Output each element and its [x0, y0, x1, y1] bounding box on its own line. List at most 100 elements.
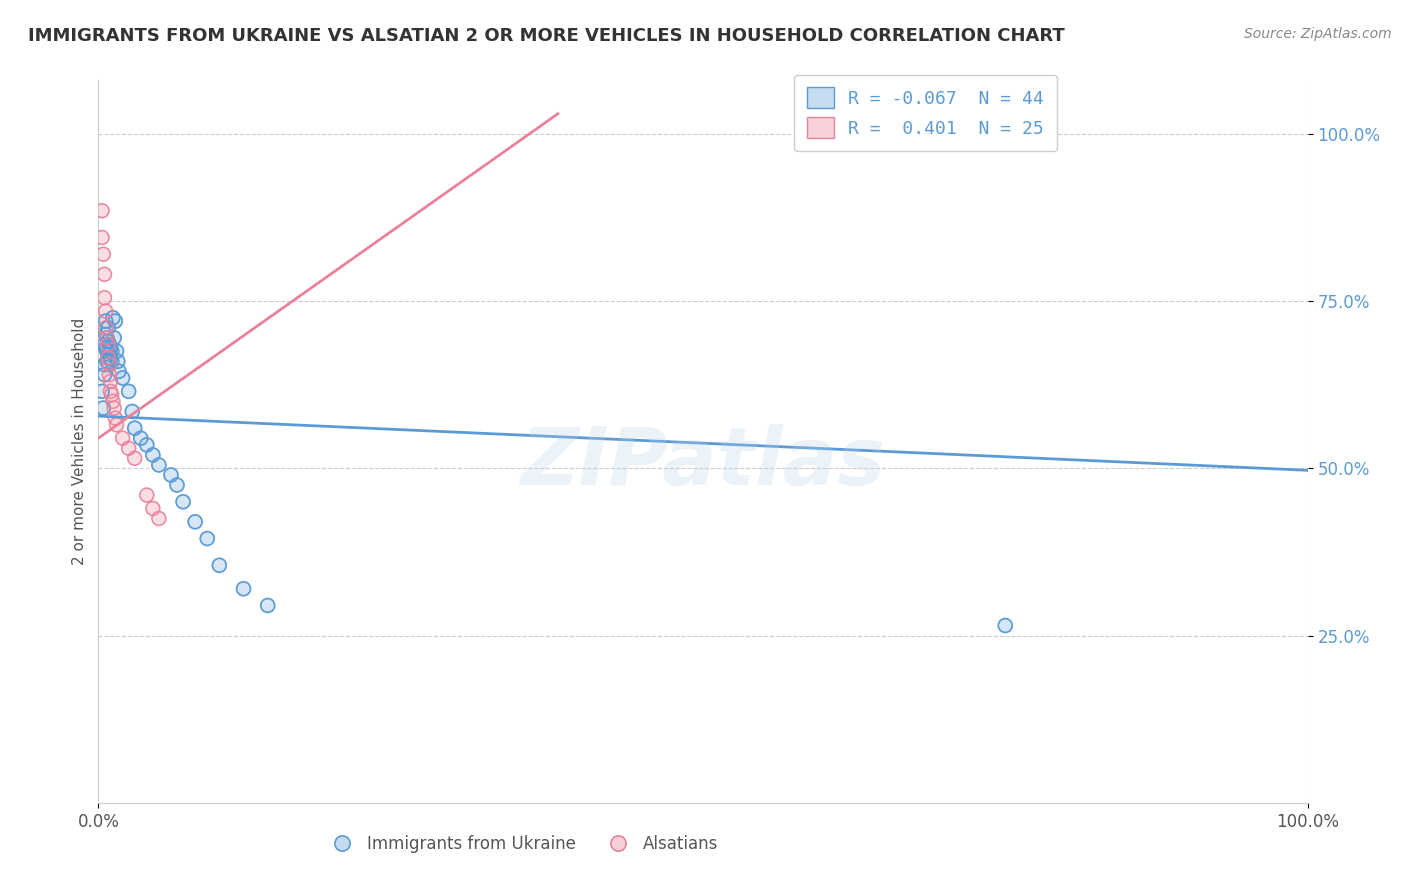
Point: [121, 404, 143, 418]
Point: [98, 348, 121, 362]
Point: [111, 431, 134, 445]
Text: IMMIGRANTS FROM UKRAINE VS ALSATIAN 2 OR MORE VEHICLES IN HOUSEHOLD CORRELATION : IMMIGRANTS FROM UKRAINE VS ALSATIAN 2 OR…: [28, 27, 1064, 45]
Point: [100, 341, 122, 355]
Point: [98, 358, 121, 372]
Point: [232, 582, 254, 596]
Point: [91, 384, 114, 399]
Point: [93, 337, 115, 351]
Point: [148, 511, 170, 525]
Point: [93, 268, 115, 282]
Point: [101, 310, 124, 325]
Point: [101, 394, 124, 409]
Point: [160, 467, 183, 482]
Point: [148, 458, 170, 472]
Point: [100, 354, 122, 368]
Point: [148, 511, 170, 525]
Point: [98, 348, 121, 362]
Point: [124, 451, 146, 466]
Point: [100, 351, 122, 365]
Point: [118, 384, 141, 399]
Point: [107, 354, 129, 368]
Y-axis label: 2 or more Vehicles in Household: 2 or more Vehicles in Household: [72, 318, 87, 566]
Point: [91, 401, 114, 416]
Point: [103, 401, 125, 416]
Point: [93, 368, 115, 382]
Point: [100, 344, 122, 359]
Point: [105, 344, 128, 359]
Point: [184, 515, 207, 529]
Point: [96, 344, 118, 359]
Point: [232, 582, 254, 596]
Point: [100, 344, 122, 359]
Point: [124, 421, 146, 435]
Point: [91, 247, 114, 261]
Point: [100, 351, 122, 365]
Point: [98, 368, 121, 382]
Point: [96, 344, 118, 359]
Point: [160, 467, 183, 482]
Point: [91, 401, 114, 416]
Point: [118, 442, 141, 455]
Point: [94, 321, 117, 335]
Point: [142, 448, 165, 462]
Point: [103, 401, 125, 416]
Point: [208, 558, 231, 573]
Point: [104, 314, 127, 328]
Point: [100, 341, 122, 355]
Point: [100, 384, 122, 399]
Point: [172, 494, 194, 508]
Point: [121, 404, 143, 418]
Point: [97, 321, 120, 335]
Point: [94, 314, 117, 328]
Point: [994, 618, 1017, 632]
Point: [94, 321, 117, 335]
Legend: Immigrants from Ukraine, Alsatians: Immigrants from Ukraine, Alsatians: [319, 828, 724, 860]
Text: Source: ZipAtlas.com: Source: ZipAtlas.com: [1244, 27, 1392, 41]
Point: [166, 478, 188, 492]
Point: [101, 310, 124, 325]
Point: [98, 337, 121, 351]
Point: [96, 354, 118, 368]
Point: [135, 438, 157, 452]
Point: [94, 341, 117, 355]
Point: [93, 337, 115, 351]
Point: [104, 411, 127, 425]
Point: [97, 337, 120, 351]
Point: [97, 351, 120, 365]
Point: [121, 404, 143, 418]
Point: [103, 331, 125, 345]
Point: [103, 331, 125, 345]
Point: [111, 371, 134, 385]
Point: [97, 351, 120, 365]
Point: [142, 501, 165, 516]
Point: [104, 314, 127, 328]
Point: [160, 467, 183, 482]
Point: [108, 364, 131, 378]
Point: [195, 532, 218, 546]
Point: [97, 321, 120, 335]
Point: [256, 599, 278, 613]
Point: [208, 558, 231, 573]
Point: [166, 478, 188, 492]
Point: [124, 421, 146, 435]
Point: [100, 384, 122, 399]
Point: [93, 358, 115, 372]
Point: [208, 558, 231, 573]
Point: [101, 394, 124, 409]
Point: [107, 354, 129, 368]
Point: [100, 354, 122, 368]
Point: [96, 331, 118, 345]
Point: [135, 438, 157, 452]
Point: [100, 387, 122, 401]
Point: [104, 314, 127, 328]
Point: [96, 344, 118, 359]
Point: [100, 354, 122, 368]
Point: [94, 304, 117, 318]
Point: [91, 203, 114, 218]
Point: [256, 599, 278, 613]
Point: [232, 582, 254, 596]
Point: [148, 458, 170, 472]
Point: [97, 334, 120, 349]
Point: [94, 341, 117, 355]
Point: [93, 268, 115, 282]
